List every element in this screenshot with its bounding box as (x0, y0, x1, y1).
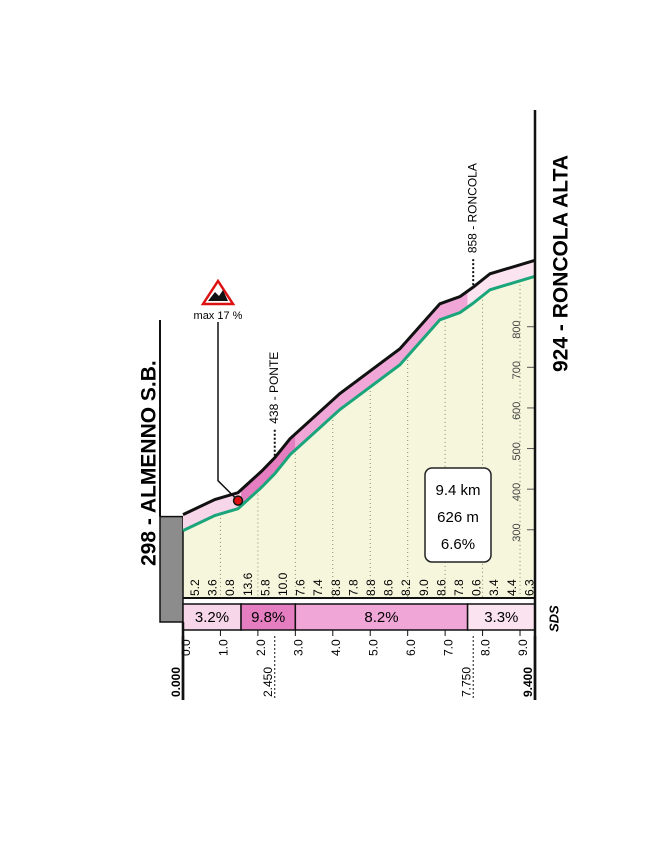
segment-gradient-label: 0.6 (470, 579, 484, 596)
segment-gradient-label: 13.6 (241, 572, 255, 596)
segment-gradient-label: 6.3 (522, 579, 536, 596)
segment-gradient-label: 8.8 (329, 579, 343, 596)
segment-gradient-label: 8.8 (364, 579, 378, 596)
segment-gradient-label: 7.8 (452, 579, 466, 596)
x-tick-label: 2.0 (254, 639, 268, 656)
max-gradient-leader (217, 322, 239, 502)
gradient-section-slab (241, 433, 296, 506)
y-tick-label: 500 (511, 442, 523, 460)
x-tick-label: 7.0 (441, 639, 455, 656)
segment-gradient-label: 5.2 (188, 579, 202, 596)
x-tick-label: 3.0 (292, 639, 306, 656)
section-label: 8.2% (364, 609, 398, 626)
x-tick-label: 9.0 (516, 639, 530, 656)
profile-line (182, 274, 536, 532)
segment-gradient-label: 5.8 (258, 579, 272, 596)
segment-gradient-label: 7.4 (311, 579, 325, 596)
summary-gradient: 6.6% (441, 536, 475, 553)
gradient-section-slab (183, 489, 242, 531)
summary-climb: 626 m (437, 509, 479, 526)
max-gradient-point (232, 495, 244, 506)
marked-km-label: 9.400 (521, 667, 535, 697)
section-band (240, 603, 297, 631)
layer: 300 400 500 600 700 800 438 - PONTE 858 - RONCO… (159, 110, 536, 700)
x-tick-label: 5.0 (366, 639, 380, 656)
start-title: 298 - ALMENNO S.B. (138, 360, 161, 566)
y-tick-label: 600 (511, 402, 523, 420)
x-tick-label: 6.0 (404, 639, 418, 656)
segment-gradient-label: 8.6 (382, 579, 396, 596)
end-title: 924 - RONCOLA ALTA (550, 155, 573, 372)
marked-km-label: 2.450 (261, 667, 275, 697)
section-label: 9.8% (251, 609, 285, 626)
segment-gradient-label: 10.0 (276, 572, 290, 596)
segment-gradient-label: 3.6 (206, 579, 220, 596)
warning-icon (208, 290, 228, 301)
y-tick-label: 700 (511, 361, 523, 379)
segment-gradient-label: 8.6 (434, 579, 448, 596)
section-label: 3.2% (195, 609, 229, 626)
section-band (294, 603, 469, 631)
y-tick-label: 300 (511, 523, 523, 541)
x-tick-label: 8.0 (479, 639, 493, 656)
segment-gradient-label: 3.4 (487, 579, 501, 596)
annotation-label: 858 - RONCOLA (465, 163, 479, 253)
segment-gradient-label: 9.0 (417, 579, 431, 596)
logo: SDS (546, 605, 561, 632)
y-tick-label: 800 (511, 320, 523, 338)
summary-distance: 9.4 km (435, 482, 480, 499)
x-tick-label: 1.0 (217, 639, 231, 656)
segment-gradient-label: 7.8 (346, 579, 360, 596)
marked-km-label: 7.750 (459, 667, 473, 697)
profile-top-line (182, 258, 536, 516)
start-wall (159, 515, 184, 623)
segment-gradient-label: 7.6 (294, 579, 308, 596)
x-tick-label: 0.0 (179, 639, 193, 656)
segment-gradient-label: 4.4 (505, 579, 519, 596)
summary-box (424, 467, 492, 563)
gradient-section-slab (467, 260, 535, 308)
section-band (466, 603, 536, 631)
annotation-label: 438 - PONTE (267, 352, 281, 424)
x-tick-label: 4.0 (329, 639, 343, 656)
max-gradient-label: max 17 % (194, 310, 243, 322)
segment-gradient-label: 0.8 (223, 579, 237, 596)
y-tick-label: 400 (511, 483, 523, 501)
section-label: 3.3% (484, 609, 518, 626)
segment-gradient-label: 8.2 (399, 579, 413, 596)
marked-km-label: 0.000 (169, 667, 183, 697)
